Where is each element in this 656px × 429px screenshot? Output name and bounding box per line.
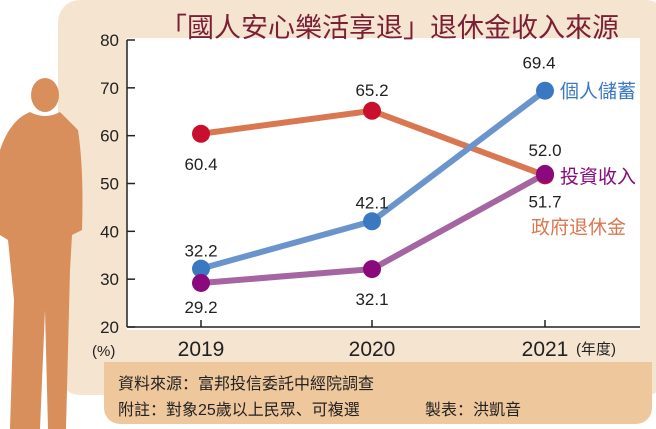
person-silhouette bbox=[0, 78, 83, 429]
data-label: 42.1 bbox=[355, 193, 388, 212]
data-label: 32.1 bbox=[355, 290, 388, 309]
y-tick-label: 60 bbox=[100, 127, 119, 146]
x-tick-label: 2019 bbox=[178, 338, 225, 361]
x-axis-unit: (年度) bbox=[576, 341, 616, 358]
data-label: 65.2 bbox=[355, 81, 388, 100]
source-note: 資料來源：富邦投信委託中經院調查 bbox=[118, 376, 375, 393]
y-tick-label: 20 bbox=[100, 318, 119, 337]
data-point bbox=[363, 101, 381, 120]
data-label: 60.4 bbox=[184, 155, 217, 174]
data-point bbox=[192, 273, 210, 292]
y-tick-label: 70 bbox=[100, 79, 119, 98]
data-label: 69.4 bbox=[522, 54, 555, 73]
data-label: 32.2 bbox=[184, 242, 217, 261]
data-point bbox=[536, 164, 554, 183]
data-point bbox=[192, 124, 210, 143]
y-axis-unit: (%) bbox=[92, 343, 115, 360]
data-point bbox=[363, 260, 381, 279]
data-point bbox=[192, 259, 210, 278]
legend-label: 投資收入 bbox=[560, 166, 636, 188]
x-tick-label: 2020 bbox=[349, 338, 396, 361]
y-tick-label: 40 bbox=[100, 222, 119, 241]
data-label: 52.0 bbox=[528, 141, 561, 160]
data-label: 51.7 bbox=[528, 192, 561, 211]
y-tick-label: 80 bbox=[100, 31, 119, 50]
data-point bbox=[363, 212, 381, 231]
footnote: 附註：對象25歲以上民眾、可複選 bbox=[118, 402, 360, 419]
series-line bbox=[200, 107, 547, 179]
footnote-band bbox=[104, 362, 652, 424]
chart-title: 「國人安心樂活享退」退休金收入來源 bbox=[160, 13, 619, 43]
legend-label: 個人儲蓄 bbox=[560, 81, 636, 103]
maker-note: 製表：洪凱音 bbox=[425, 402, 522, 419]
x-tick-label: 2021 bbox=[522, 338, 569, 361]
y-tick-label: 50 bbox=[100, 175, 119, 194]
data-label: 29.2 bbox=[184, 298, 217, 317]
legend-label: 政府退休金 bbox=[531, 216, 626, 238]
y-tick-label: 30 bbox=[100, 270, 119, 289]
data-point bbox=[536, 81, 554, 100]
